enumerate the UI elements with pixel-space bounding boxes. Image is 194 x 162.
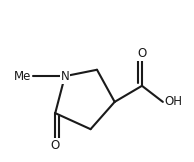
Text: Me: Me xyxy=(14,70,31,83)
Text: N: N xyxy=(61,70,69,83)
Text: O: O xyxy=(137,47,147,60)
Text: OH: OH xyxy=(165,95,182,108)
Text: O: O xyxy=(51,139,60,152)
